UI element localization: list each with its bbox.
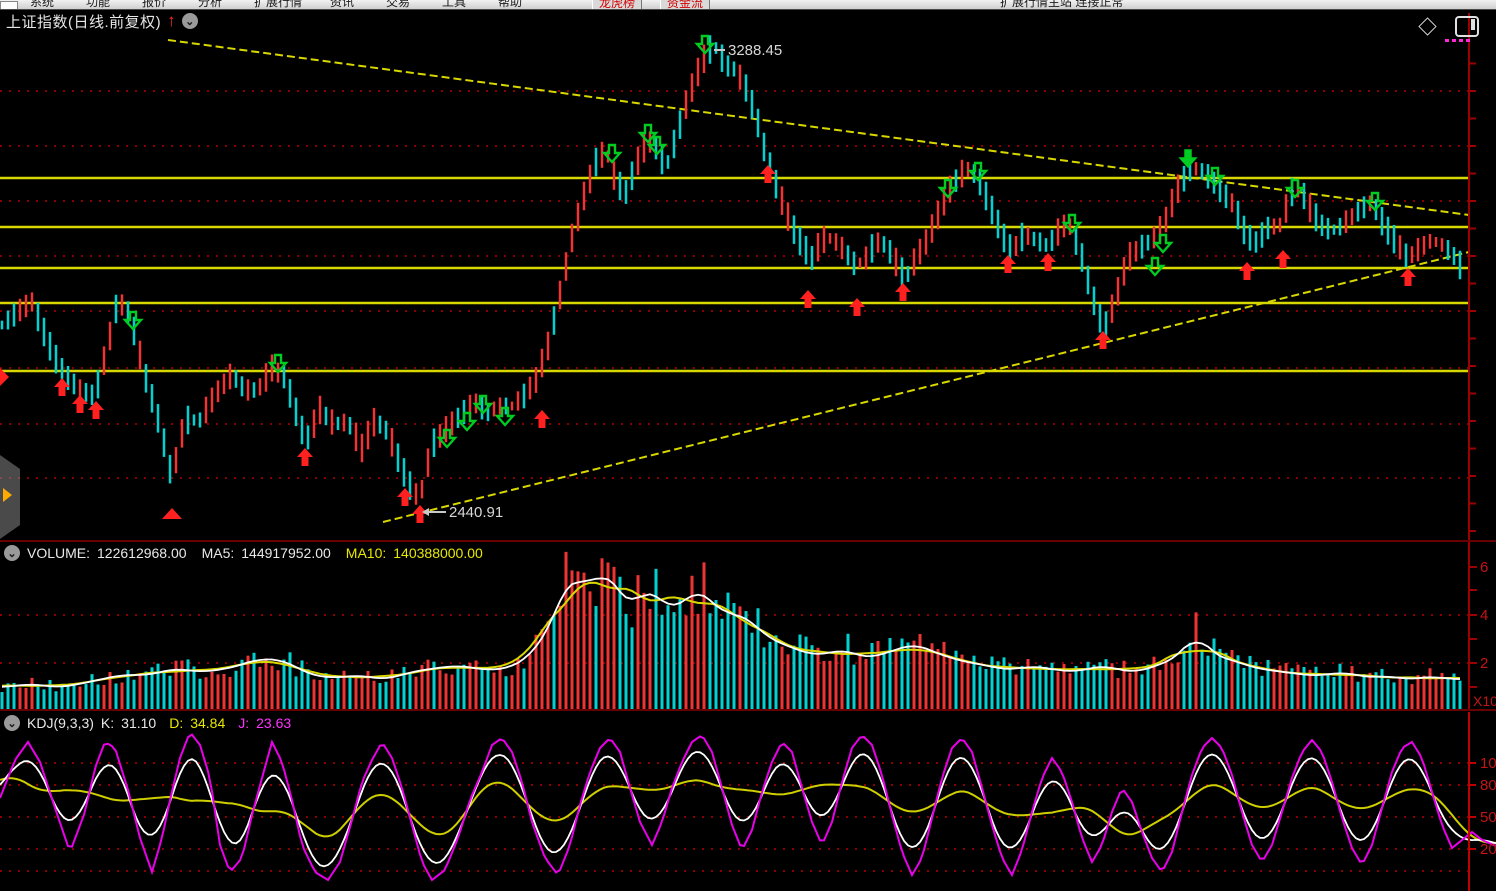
magenta-dots-indicator xyxy=(1445,39,1470,42)
app-logo-icon[interactable] xyxy=(0,1,18,9)
volume-label: VOLUME: xyxy=(27,545,91,561)
volume-value: 122612968.00 xyxy=(97,545,187,561)
svg-text:50: 50 xyxy=(1480,809,1496,826)
menu-red-item-1[interactable]: 资金流 xyxy=(660,0,711,9)
kdj-pane-header: ⌄ KDJ(9,3,3) K: 31.10 D: 34.84 J: 23.63 xyxy=(4,715,291,731)
sidebar-expand-tab[interactable] xyxy=(0,455,20,539)
menu-item-6[interactable]: 交易 xyxy=(386,0,411,9)
kdj-d-label: D: xyxy=(169,715,184,731)
svg-text:20: 20 xyxy=(1480,841,1496,858)
collapse-main-chart-button[interactable]: ⌄ xyxy=(181,13,198,29)
volume-pane-header: ⌄ VOLUME: 122612968.00 MA5: 144917952.00… xyxy=(4,545,483,561)
svg-text:100: 100 xyxy=(1480,755,1496,772)
svg-text:2: 2 xyxy=(1480,655,1488,672)
menu-item-5[interactable]: 资讯 xyxy=(330,0,355,9)
svg-text:4: 4 xyxy=(1480,607,1488,624)
menu-status-text: 扩展行情主站 连接正常 xyxy=(1000,0,1124,9)
collapse-kdj-pane-button[interactable]: ⌄ xyxy=(4,715,20,731)
menu-item-8[interactable]: 帮助 xyxy=(498,0,523,9)
svg-text:80: 80 xyxy=(1480,777,1496,794)
menu-bar: 系统 功能 报价 分析 扩展行情 资讯 交易 工具 帮助 龙虎榜 资金流 扩展行情主站 连接正常 xyxy=(0,0,1496,10)
kdj-k-value: 31.10 xyxy=(121,715,157,731)
menu-item-2[interactable]: 报价 xyxy=(142,0,167,9)
collapse-volume-pane-button[interactable]: ⌄ xyxy=(4,545,20,561)
kdj-k-label: K: xyxy=(100,715,115,731)
menu-item-1[interactable]: 功能 xyxy=(86,0,111,9)
menu-item-7[interactable]: 工具 xyxy=(442,0,467,9)
menu-item-0[interactable]: 系统 xyxy=(30,0,55,9)
trough-price-label: 2440.91 xyxy=(449,504,504,521)
svg-text:X10000: X10000 xyxy=(1473,693,1496,709)
volume-ma10-label: MA10: xyxy=(345,545,387,561)
trough-pointer-line xyxy=(429,511,446,513)
volume-ma10-value: 140388000.00 xyxy=(393,545,483,561)
trough-pointer-arrowhead xyxy=(422,508,429,516)
chart-title: 上证指数(日线.前复权) xyxy=(6,13,162,31)
peak-pointer-line xyxy=(714,49,725,51)
kdj-j-label: J: xyxy=(238,715,250,731)
volume-ma5-value: 144917952.00 xyxy=(241,545,331,561)
expand-right-icon xyxy=(3,488,12,502)
menu-item-3[interactable]: 分析 xyxy=(198,0,223,9)
menu-red-item-0[interactable]: 龙虎榜 xyxy=(592,0,643,9)
peak-price-label: 3288.45 xyxy=(728,42,783,59)
chart-title-row: 上证指数(日线.前复权) ↑ ⌄ xyxy=(6,11,198,31)
volume-ma5-label: MA5: xyxy=(201,545,235,561)
kdj-d-value: 34.84 xyxy=(190,715,226,731)
panel-layout-icon[interactable] xyxy=(1455,16,1479,37)
up-arrow-icon: ↑ xyxy=(167,11,176,30)
menu-item-4[interactable]: 扩展行情 xyxy=(254,0,303,9)
kdj-label: KDJ(9,3,3) xyxy=(27,715,94,731)
svg-text:6: 6 xyxy=(1480,559,1488,576)
kdj-j-value: 23.63 xyxy=(256,715,292,731)
